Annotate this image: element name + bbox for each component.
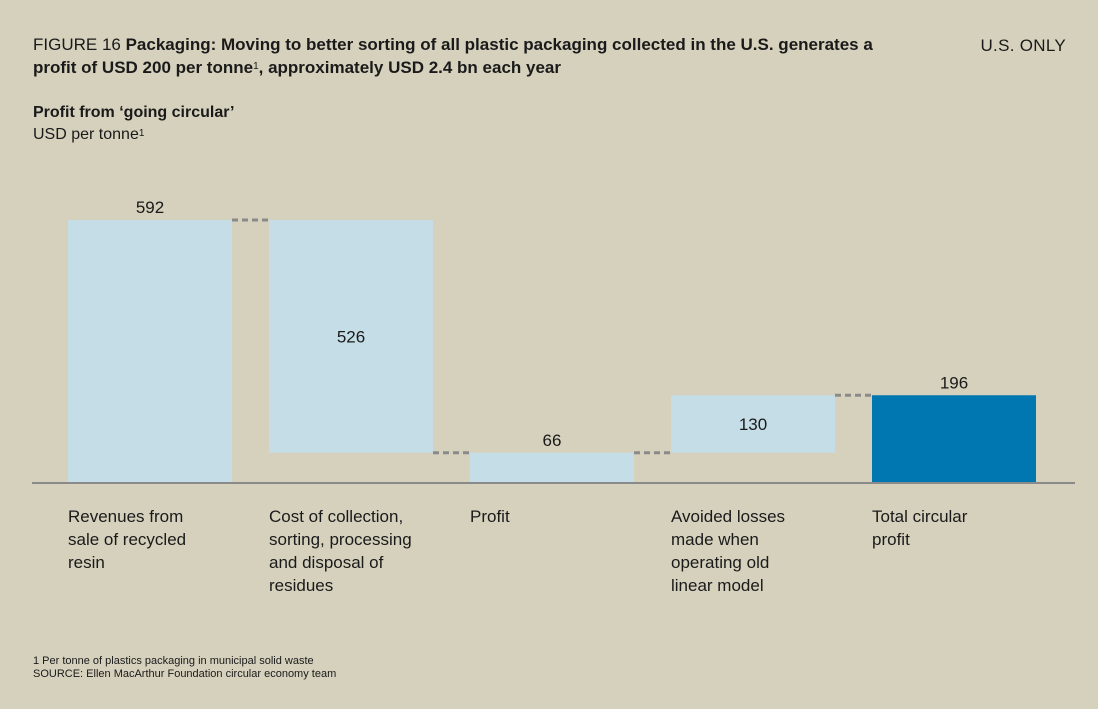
value-label-5: 196 [940,373,968,392]
chart-unit-footnote-mark: 1 [138,128,145,139]
category-label-2: Cost of collection, sorting, processing an… [269,507,412,595]
figure-header: FIGURE 16 Packaging: Moving to better so… [33,33,893,79]
chart-subtitle: Profit from ‘going circular’ USD per ton… [33,102,235,146]
bar-1 [68,220,232,482]
category-label-3: Profit [470,507,510,526]
bar-4 [671,395,835,453]
category-label-1: Revenues from sale of recycled resin [68,507,186,572]
chart-title: Profit from ‘going circular’ [33,104,235,121]
region-label: U.S. ONLY [980,36,1066,55]
figure-title-tail: , approximately USD 2.4 bn each year [258,58,561,77]
value-label-1: 592 [136,198,164,217]
figure-title-footnote-mark: 1 [253,61,259,72]
footnotes: 1 Per tonne of plastics packaging in mun… [33,655,336,681]
bar-2 [269,220,433,453]
source-note: SOURCE: Ellen MacArthur Foundation circu… [33,668,337,680]
chart-unit-line: USD per tonne1 [33,124,235,146]
chart-unit: USD per tonne [33,126,139,143]
category-label-4: Avoided losses made when operating old line… [671,507,785,595]
bar-3 [470,452,634,482]
value-label-3: 66 [543,431,562,450]
footnote-1: 1 Per tonne of plastics packaging in mun… [33,655,314,667]
bar-5 [872,395,1036,482]
figure-title: Packaging: Moving to better sorting of a… [33,35,873,77]
value-label-2: 526 [337,327,365,346]
figure-label: FIGURE 16 [33,35,121,54]
value-label-4: 130 [739,415,767,434]
category-label-5: Total circular profit [872,507,968,549]
